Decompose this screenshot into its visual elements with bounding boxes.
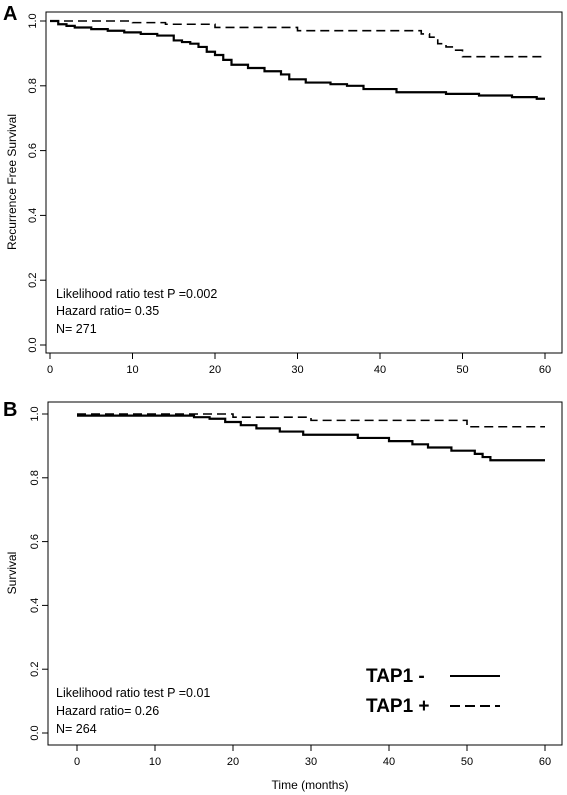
panel-b-hazard-ratio: Hazard ratio= 0.26 <box>56 704 159 718</box>
panel-a-x-tick-label: 10 <box>126 364 138 376</box>
panel-b-x-axis-label: Time (months) <box>272 778 349 792</box>
panel-b-y-tick-label: 0.0 <box>29 725 41 740</box>
panel-a-x-tick-label: 30 <box>291 364 303 376</box>
panel-a-y-tick-label: 0.2 <box>27 273 39 288</box>
panel-a-series-dashed-line <box>50 20 545 58</box>
panel-b-y-tick-label: 1.0 <box>29 406 41 421</box>
legend: TAP1 - TAP1 + <box>366 666 500 717</box>
panel-b-x-tick-label: 20 <box>227 756 239 768</box>
panel-a-y-tick-label: 0.4 <box>27 208 39 223</box>
panel-b-x-tick-label: 30 <box>305 756 317 768</box>
panel-b-letter: B <box>3 399 17 421</box>
panel-a-series-solid-line <box>50 19 545 100</box>
panel-b-y-tick-label: 0.2 <box>29 662 41 677</box>
panel-a-hazard-ratio: Hazard ratio= 0.35 <box>56 304 159 318</box>
panel-a-ticks: 0 10 20 30 40 50 60 0.0 0.2 0.4 0.6 0.8 1.0 <box>27 13 551 376</box>
panel-b-series-dashed-line <box>77 413 545 428</box>
panel-b-y-tick-label: 0.8 <box>29 470 41 485</box>
panel-b-x-tick-label: 0 <box>74 756 80 768</box>
panel-b-ticks: 0 10 20 30 40 50 60 0.0 0.2 0.4 0.6 0.8 1.0 <box>29 406 551 768</box>
panel-b-p-value: Likelihood ratio test P =0.01 <box>56 686 210 700</box>
panel-b-x-tick-label: 10 <box>149 756 161 768</box>
panel-a-y-tick-label: 1.0 <box>27 13 39 28</box>
panel-b-series-solid-line <box>77 414 545 462</box>
panel-b-y-tick-label: 0.6 <box>29 534 41 549</box>
panel-b-x-tick-label: 50 <box>461 756 473 768</box>
panel-a-p-value: Likelihood ratio test P =0.002 <box>56 287 217 301</box>
panel-a-x-tick-label: 50 <box>456 364 468 376</box>
panel-a-y-axis-label: Recurrence Free Survival <box>5 114 19 250</box>
panel-b-y-tick-label: 0.4 <box>29 598 41 613</box>
panel-b-x-tick-label: 60 <box>539 756 551 768</box>
panel-b-plot-frame <box>47 401 563 746</box>
panel-a-n: N= 271 <box>56 322 97 336</box>
panel-a-x-tick-label: 60 <box>539 364 551 376</box>
panel-a-y-tick-label: 0.6 <box>27 143 39 158</box>
panel-a: A Recurrence Free Survival 0 10 20 30 40 50 60… <box>3 3 563 376</box>
panel-a-plot-frame <box>45 11 563 354</box>
panel-a-x-tick-label: 20 <box>209 364 221 376</box>
panel-b-n: N= 264 <box>56 722 97 736</box>
panel-a-y-tick-label: 0.8 <box>27 78 39 93</box>
panel-b-y-axis-label: Survival <box>5 552 19 595</box>
panel-a-y-tick-label: 0.0 <box>27 337 39 352</box>
panel-b-series <box>77 413 545 462</box>
legend-label-tap1-neg: TAP1 - <box>366 666 425 687</box>
panel-a-series <box>50 19 545 100</box>
panel-a-letter: A <box>3 3 17 25</box>
panel-a-x-tick-label: 40 <box>374 364 386 376</box>
panel-b-x-tick-label: 40 <box>383 756 395 768</box>
legend-label-tap1-pos: TAP1 + <box>366 696 430 717</box>
panel-a-x-tick-label: 0 <box>47 364 53 376</box>
panel-b: B Survival Time (months) 0 10 20 30 40 50 60 0.… <box>3 399 563 792</box>
